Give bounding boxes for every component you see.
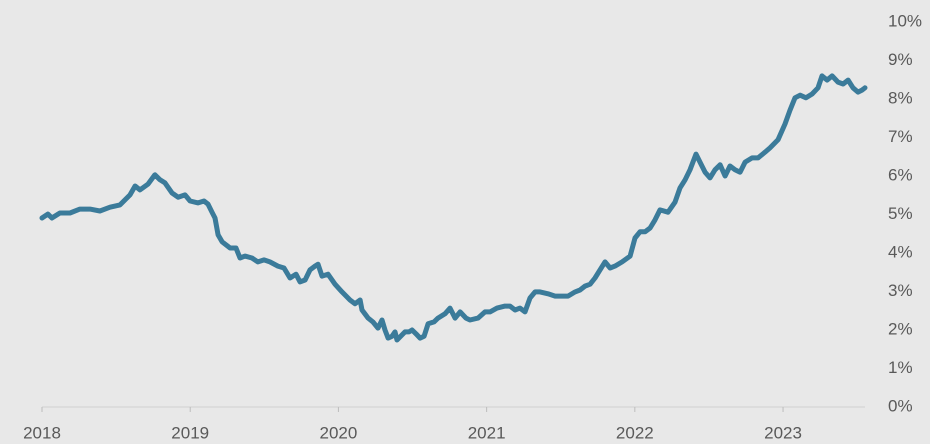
y-tick-label: 0% bbox=[888, 396, 913, 415]
y-tick-label: 8% bbox=[888, 88, 913, 107]
y-tick-label: 10% bbox=[888, 11, 922, 30]
y-tick-label: 6% bbox=[888, 165, 913, 184]
y-tick-label: 2% bbox=[888, 319, 913, 338]
x-tick-label: 2022 bbox=[616, 423, 654, 442]
y-tick-label: 1% bbox=[888, 358, 913, 377]
y-tick-label: 9% bbox=[888, 50, 913, 69]
x-tick-label: 2021 bbox=[468, 423, 506, 442]
y-tick-label: 3% bbox=[888, 281, 913, 300]
x-tick-label: 2018 bbox=[23, 423, 61, 442]
x-tick-label: 2023 bbox=[764, 423, 802, 442]
y-tick-label: 5% bbox=[888, 204, 913, 223]
x-tick-label: 2020 bbox=[320, 423, 358, 442]
y-tick-label: 4% bbox=[888, 242, 913, 261]
y-tick-label: 7% bbox=[888, 127, 913, 146]
line-series bbox=[39, 73, 868, 343]
x-tick-label: 2019 bbox=[171, 423, 209, 442]
